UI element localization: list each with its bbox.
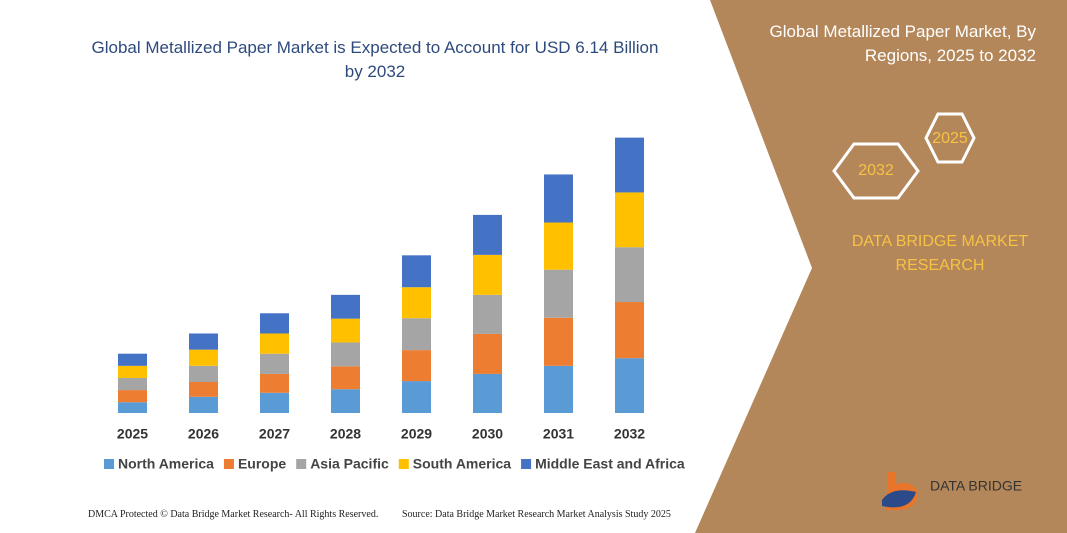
bar-segment bbox=[189, 382, 218, 397]
bar-segment bbox=[544, 222, 573, 270]
bar-segment bbox=[118, 390, 147, 403]
bar-segment bbox=[615, 137, 644, 193]
bar-segment bbox=[615, 192, 644, 248]
bar-segment bbox=[402, 381, 431, 413]
bar-segment bbox=[544, 174, 573, 223]
logo-text: DATA BRIDGE bbox=[930, 478, 1022, 494]
bar-segment bbox=[402, 318, 431, 351]
logo-mark bbox=[882, 490, 916, 508]
bar-segment bbox=[544, 365, 573, 413]
bar-segment bbox=[615, 247, 644, 303]
bar-segment bbox=[118, 365, 147, 378]
bar-segment bbox=[544, 269, 573, 318]
legend-swatch bbox=[521, 459, 532, 469]
legend-label: North America bbox=[118, 456, 214, 472]
legend-swatch bbox=[223, 459, 234, 469]
x-tick-label: 2031 bbox=[543, 426, 574, 442]
bar-segment bbox=[118, 353, 147, 366]
bar-segment bbox=[402, 350, 431, 382]
x-tick-label: 2027 bbox=[259, 426, 290, 442]
bar-segment bbox=[402, 287, 431, 319]
bar-segment bbox=[189, 333, 218, 350]
legend-label: South America bbox=[413, 456, 511, 472]
panel-title: Global Metallized Paper Market, By Regio… bbox=[769, 22, 1036, 65]
bar-segment bbox=[260, 392, 289, 413]
bar-segment bbox=[331, 318, 360, 343]
x-tick-label: 2025 bbox=[117, 426, 148, 442]
bar-segment bbox=[473, 333, 502, 374]
hexagon bbox=[832, 142, 920, 200]
brand: DATA BRIDGE MARKET RESEARCH bbox=[851, 233, 1029, 274]
bar-segment bbox=[473, 373, 502, 413]
bar-segment bbox=[331, 366, 360, 390]
bar-segment bbox=[118, 377, 147, 391]
x-tick-label: 2029 bbox=[401, 426, 432, 442]
bar-segment bbox=[189, 349, 218, 366]
bar-segment bbox=[260, 373, 289, 393]
x-tick-label: 2026 bbox=[188, 426, 219, 442]
bar-segment bbox=[331, 342, 360, 367]
bar-segment bbox=[331, 294, 360, 319]
bar-segment bbox=[473, 294, 502, 334]
bar-segment bbox=[260, 333, 289, 354]
bar-segment bbox=[473, 254, 502, 295]
bar-segment bbox=[189, 365, 218, 383]
bar-segment bbox=[118, 402, 147, 413]
bar-segment bbox=[544, 317, 573, 366]
footer-left: DMCA Protected © Data Bridge Market Rese… bbox=[88, 509, 379, 520]
x-tick-label: 2030 bbox=[472, 426, 503, 442]
legend-swatch bbox=[296, 459, 307, 469]
x-tick-label: 2032 bbox=[614, 426, 645, 442]
legend-label: Asia Pacific bbox=[310, 456, 389, 472]
footer-right: Source: Data Bridge Market Research Mark… bbox=[402, 509, 671, 520]
legend-swatch bbox=[398, 459, 409, 469]
bar-segment bbox=[402, 255, 431, 288]
bar-segment bbox=[615, 358, 644, 413]
legend-label: Middle East and Africa bbox=[535, 456, 685, 472]
bar-segment bbox=[189, 396, 218, 413]
bar-segment bbox=[260, 313, 289, 334]
hex-label: 2025 bbox=[932, 130, 968, 147]
bar-segment bbox=[260, 353, 289, 374]
hexagon bbox=[924, 112, 976, 164]
chart-title: Global Metallized Paper Market is Expect… bbox=[91, 38, 659, 81]
side-panel bbox=[695, 0, 1067, 533]
hex-label: 2032 bbox=[858, 162, 894, 179]
bar-segment bbox=[615, 302, 644, 359]
bar-segment bbox=[473, 214, 502, 255]
legend-label: Europe bbox=[238, 456, 286, 472]
bar-segment bbox=[331, 389, 360, 413]
x-tick-label: 2028 bbox=[330, 426, 361, 442]
legend-swatch bbox=[104, 459, 114, 469]
